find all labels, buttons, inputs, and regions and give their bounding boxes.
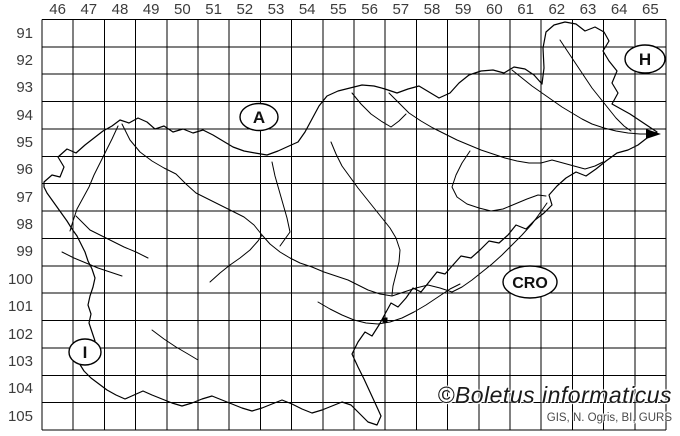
- distribution-markers: [382, 317, 388, 323]
- grid-col-label-65: 65: [642, 1, 659, 18]
- river-ljubljanica: [209, 234, 263, 283]
- utm-grid: [41, 19, 667, 431]
- croatia-ellipse: [502, 265, 558, 299]
- grid-col-label-46: 46: [49, 1, 66, 18]
- river-sava: [121, 123, 548, 297]
- grid-row-label-105: 105: [7, 407, 33, 425]
- grid-row-label-91: 91: [16, 24, 33, 42]
- italy-letter: I: [83, 343, 88, 362]
- grid-col-label-52: 52: [236, 1, 254, 18]
- grid-row-label-102: 102: [7, 325, 33, 343]
- grid-col-label-48: 48: [111, 1, 129, 18]
- grid-row-label-96: 96: [16, 161, 33, 179]
- grid-row-label-95: 95: [16, 133, 33, 151]
- austria-ellipse: [239, 102, 279, 132]
- grid-col-label-61: 61: [517, 1, 534, 18]
- river-meza: [351, 92, 407, 128]
- copyright-text: ©Boletus informaticus: [437, 382, 672, 408]
- river-reka: [151, 329, 199, 361]
- grid-row-label-99: 99: [16, 243, 33, 261]
- river-vipava: [61, 251, 123, 277]
- distribution-marker: [382, 317, 388, 323]
- grid-col-label-62: 62: [548, 1, 566, 18]
- grid-row-label-101: 101: [7, 298, 33, 316]
- grid-col-label-53: 53: [267, 1, 285, 18]
- hungary-letter: H: [639, 50, 651, 69]
- grid-row-label-100: 100: [7, 270, 33, 288]
- grid-col-label-64: 64: [610, 1, 628, 18]
- river-savinja: [330, 141, 401, 296]
- grid-col-label-54: 54: [298, 1, 316, 18]
- grid-col-label-47: 47: [80, 1, 98, 18]
- river-mura: [511, 69, 652, 135]
- grid-col-label-51: 51: [205, 1, 222, 18]
- credits-text: GIS, N. Ogris, BI, GURS: [546, 412, 672, 424]
- grid-col-label-55: 55: [330, 1, 347, 18]
- austria-letter: A: [253, 108, 265, 127]
- country-label-italy: I: [68, 338, 102, 366]
- river-exit-arrow-icon: [646, 129, 661, 139]
- slovenia-border-outline: [43, 21, 658, 426]
- river-kamniska-bistrica: [271, 161, 291, 247]
- grid-row-label-92: 92: [16, 51, 33, 69]
- grid-col-label-60: 60: [486, 1, 503, 18]
- italy-ellipse: [68, 338, 102, 366]
- grid-row-label-104: 104: [7, 380, 33, 398]
- grid-row-label-93: 93: [16, 79, 33, 97]
- grid-col-label-57: 57: [392, 1, 410, 18]
- croatia-letter: CRO: [512, 275, 548, 292]
- grid-row-label-94: 94: [16, 106, 33, 124]
- grid-row-label-103: 103: [7, 352, 33, 370]
- grid-col-label-58: 58: [423, 1, 441, 18]
- river-idrijca: [75, 215, 149, 259]
- river-ledava: [559, 39, 632, 132]
- river-drava: [388, 92, 604, 170]
- grid-row-label-97: 97: [16, 188, 33, 206]
- grid-row-label-98: 98: [16, 216, 33, 234]
- country-label-hungary: H: [624, 44, 666, 74]
- hungary-ellipse: [624, 44, 666, 74]
- grid-col-label-49: 49: [142, 1, 160, 18]
- country-label-croatia: CRO: [502, 265, 558, 299]
- grid-col-label-56: 56: [361, 1, 378, 18]
- river-soca: [69, 125, 119, 232]
- grid-col-label-59: 59: [454, 1, 472, 18]
- grid-col-label-50: 50: [174, 1, 191, 18]
- river-dravinja: [451, 150, 547, 212]
- country-label-austria: A: [239, 102, 279, 132]
- river-krka: [317, 283, 461, 325]
- grid-col-label-63: 63: [579, 1, 597, 18]
